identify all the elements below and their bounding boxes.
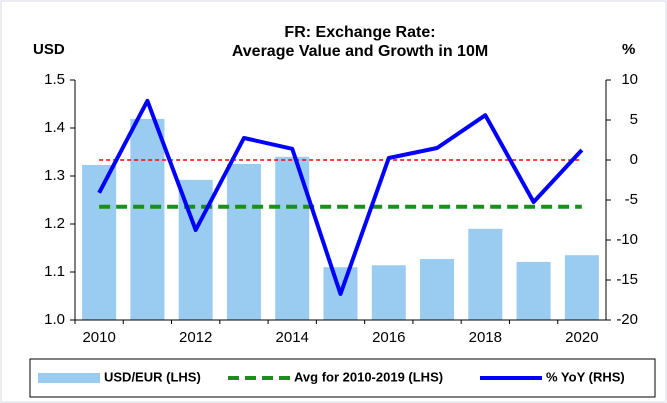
line-series bbox=[97, 98, 584, 296]
legend-swatch bbox=[38, 373, 100, 383]
y2-tick-label: 5 bbox=[630, 111, 638, 128]
legend-label: USD/EUR (LHS) bbox=[104, 369, 201, 384]
bar bbox=[420, 259, 455, 320]
x-tick-label: 2018 bbox=[469, 329, 502, 346]
bar bbox=[226, 164, 261, 320]
y-tick-label: 1.3 bbox=[44, 167, 65, 184]
chart-subtitle: Average Value and Growth in 10M bbox=[232, 43, 488, 60]
legend-box bbox=[29, 358, 656, 398]
y2-axis-label: % bbox=[622, 41, 635, 58]
x-tick-label: 2016 bbox=[372, 329, 405, 346]
x-tick-label: 2014 bbox=[276, 329, 309, 346]
bar bbox=[468, 228, 503, 320]
chart-title: FR: Exchange Rate: bbox=[284, 24, 435, 41]
bar bbox=[564, 255, 599, 320]
bar bbox=[82, 164, 117, 320]
y-tick-label: 1.1 bbox=[44, 263, 65, 280]
y-tick-label: 1.2 bbox=[44, 215, 65, 232]
legend-label: Avg for 2010-2019 (LHS) bbox=[294, 369, 443, 384]
y2-tick-label: -10 bbox=[616, 231, 638, 248]
bar bbox=[371, 265, 406, 320]
y-tick-label: 1.5 bbox=[44, 71, 65, 88]
bar bbox=[516, 261, 551, 320]
y2-tick-label: 10 bbox=[621, 71, 638, 88]
y-tick-label: 1.0 bbox=[44, 311, 65, 328]
bar bbox=[130, 118, 165, 320]
y-tick-label: 1.4 bbox=[44, 119, 65, 136]
legend-label: % YoY (RHS) bbox=[546, 369, 625, 384]
x-tick-label: 2012 bbox=[179, 329, 212, 346]
y2-tick-label: -5 bbox=[625, 191, 638, 208]
y2-tick-label: 0 bbox=[630, 151, 638, 168]
y-axis-label: USD bbox=[33, 41, 65, 58]
y2-tick-label: -20 bbox=[616, 311, 638, 328]
y2-tick-label: -15 bbox=[616, 271, 638, 288]
x-tick-label: 2010 bbox=[82, 329, 115, 346]
x-tick-label: 2020 bbox=[565, 329, 598, 346]
